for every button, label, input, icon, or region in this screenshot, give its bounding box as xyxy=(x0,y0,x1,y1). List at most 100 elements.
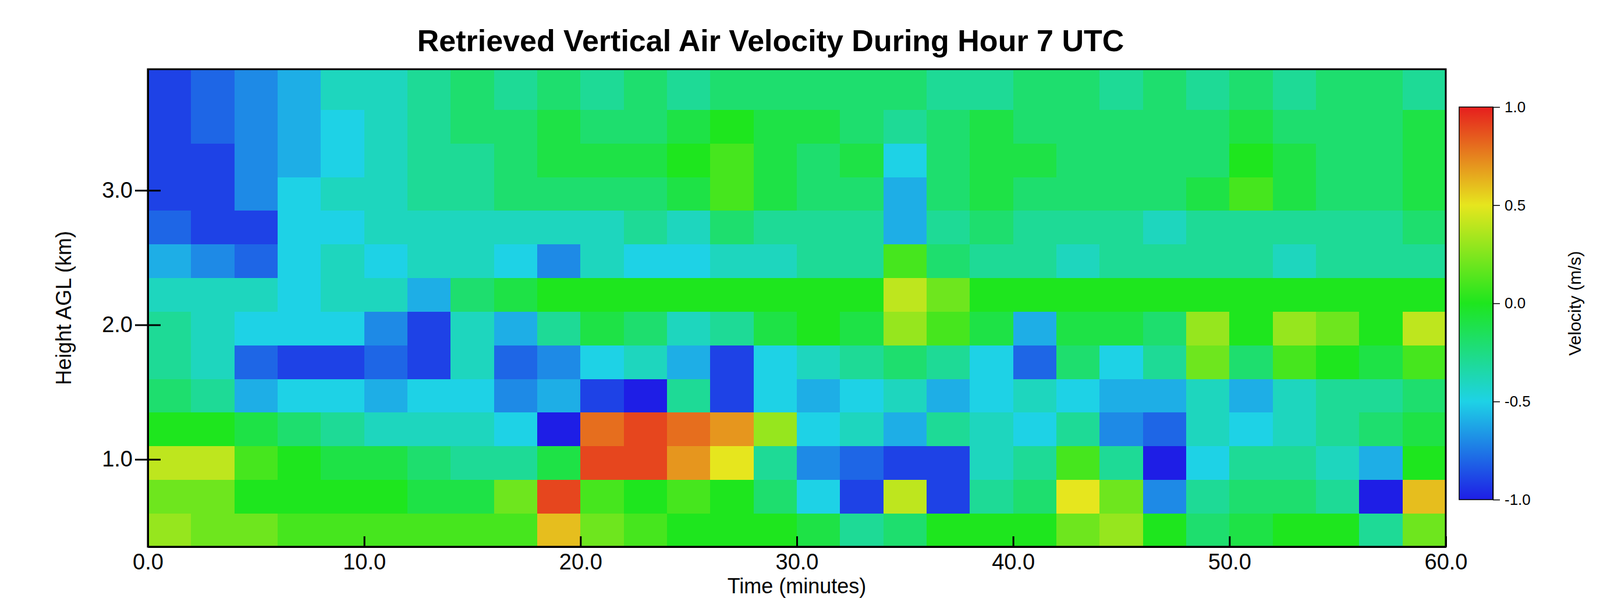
heat-cell xyxy=(926,311,971,346)
heat-cell xyxy=(796,69,841,111)
heat-cell xyxy=(1229,176,1273,211)
heat-cell xyxy=(1402,176,1446,211)
heat-cell xyxy=(1229,345,1273,379)
heat-cell xyxy=(883,176,928,211)
colorbar-tick: -0.5 xyxy=(1492,392,1531,411)
heat-cell xyxy=(1229,513,1273,548)
heat-cell xyxy=(623,244,668,279)
heat-cell xyxy=(926,479,971,514)
heat-cell xyxy=(147,311,192,346)
heat-cell xyxy=(1359,69,1403,111)
heat-cell xyxy=(190,69,235,111)
heat-cell xyxy=(1402,479,1446,514)
heat-cell xyxy=(364,143,409,177)
heat-cell xyxy=(710,412,754,447)
heat-cell xyxy=(147,277,192,312)
heat-cell xyxy=(364,513,409,548)
x-tick-label: 50.0 xyxy=(1208,550,1252,575)
heat-cell xyxy=(277,143,322,177)
heat-cell xyxy=(1013,176,1057,211)
heat-cell xyxy=(926,378,971,413)
heat-cell xyxy=(537,109,581,144)
colorbar-tick-label: -0.5 xyxy=(1504,392,1531,411)
heat-cell xyxy=(1013,143,1057,177)
heat-cell xyxy=(494,513,538,548)
heat-cell xyxy=(450,176,495,211)
heat-cell xyxy=(796,109,841,144)
heat-cell xyxy=(753,311,798,346)
x-tick-label: 30.0 xyxy=(775,550,819,575)
heat-cell xyxy=(623,479,668,514)
x-tick-label: 60.0 xyxy=(1424,550,1468,575)
heat-cell xyxy=(796,378,841,413)
heat-cell xyxy=(1315,176,1360,211)
x-tick-mark xyxy=(1012,536,1015,548)
y-tick: 3.0 xyxy=(101,178,161,203)
heat-cell xyxy=(796,311,841,346)
heat-cell xyxy=(1099,311,1144,346)
heat-cell xyxy=(407,378,452,413)
heat-cell xyxy=(580,345,624,379)
heat-cell xyxy=(839,176,884,211)
heat-cell xyxy=(710,210,754,245)
heat-cell xyxy=(1315,513,1360,548)
heat-cell xyxy=(710,378,754,413)
heat-cell xyxy=(1272,345,1317,379)
x-tick-label: 40.0 xyxy=(991,550,1035,575)
colorbar-tick-mark xyxy=(1492,107,1500,109)
y-tick-label: 2.0 xyxy=(101,312,133,337)
heat-cell xyxy=(1272,446,1317,481)
heat-cell xyxy=(753,378,798,413)
heat-cell xyxy=(1186,244,1230,279)
heat-cell xyxy=(839,109,884,144)
heat-cell xyxy=(1402,446,1446,481)
heat-cell xyxy=(537,277,581,312)
heat-cell xyxy=(1013,109,1057,144)
heat-cell xyxy=(537,412,581,447)
heat-cell xyxy=(407,244,452,279)
heat-cell xyxy=(1229,210,1273,245)
heat-cell xyxy=(537,244,581,279)
heat-cell xyxy=(883,479,928,514)
heat-cell xyxy=(667,378,711,413)
heat-cell xyxy=(320,345,365,379)
heat-cell xyxy=(407,412,452,447)
y-tick-label: 1.0 xyxy=(101,446,133,472)
heat-cell xyxy=(1056,244,1101,279)
heat-cell xyxy=(969,143,1014,177)
heat-cell xyxy=(320,479,365,514)
heat-cell xyxy=(926,446,971,481)
heat-cell xyxy=(667,479,711,514)
heat-cell xyxy=(883,345,928,379)
heat-cell xyxy=(796,176,841,211)
heat-cell xyxy=(277,513,322,548)
heat-cell xyxy=(1013,513,1057,548)
heat-cell xyxy=(580,143,624,177)
heat-cell xyxy=(1143,176,1187,211)
heat-cell xyxy=(234,412,279,447)
colorbar-tick-mark xyxy=(1492,401,1500,403)
heat-cell xyxy=(1056,210,1101,245)
heat-cell xyxy=(753,210,798,245)
heat-cell xyxy=(234,176,279,211)
heat-cell xyxy=(1143,109,1187,144)
heat-cell xyxy=(839,277,884,312)
heat-cell xyxy=(580,210,624,245)
heat-cell xyxy=(494,479,538,514)
heat-cell xyxy=(1013,378,1057,413)
colorbar-tick-label: -1.0 xyxy=(1504,491,1531,509)
heat-cell xyxy=(667,244,711,279)
heat-cell xyxy=(190,513,235,548)
x-tick: 30.0 xyxy=(775,536,819,575)
heat-cell xyxy=(494,345,538,379)
heat-cell xyxy=(234,277,279,312)
heat-cell xyxy=(1143,345,1187,379)
colorbar-tick: 0.5 xyxy=(1492,196,1526,215)
heat-cell xyxy=(623,345,668,379)
heat-cell xyxy=(234,69,279,111)
heat-cell xyxy=(969,176,1014,211)
heat-cell xyxy=(1186,345,1230,379)
heat-cell xyxy=(580,69,624,111)
heat-cell xyxy=(1402,378,1446,413)
heat-cell xyxy=(1272,244,1317,279)
